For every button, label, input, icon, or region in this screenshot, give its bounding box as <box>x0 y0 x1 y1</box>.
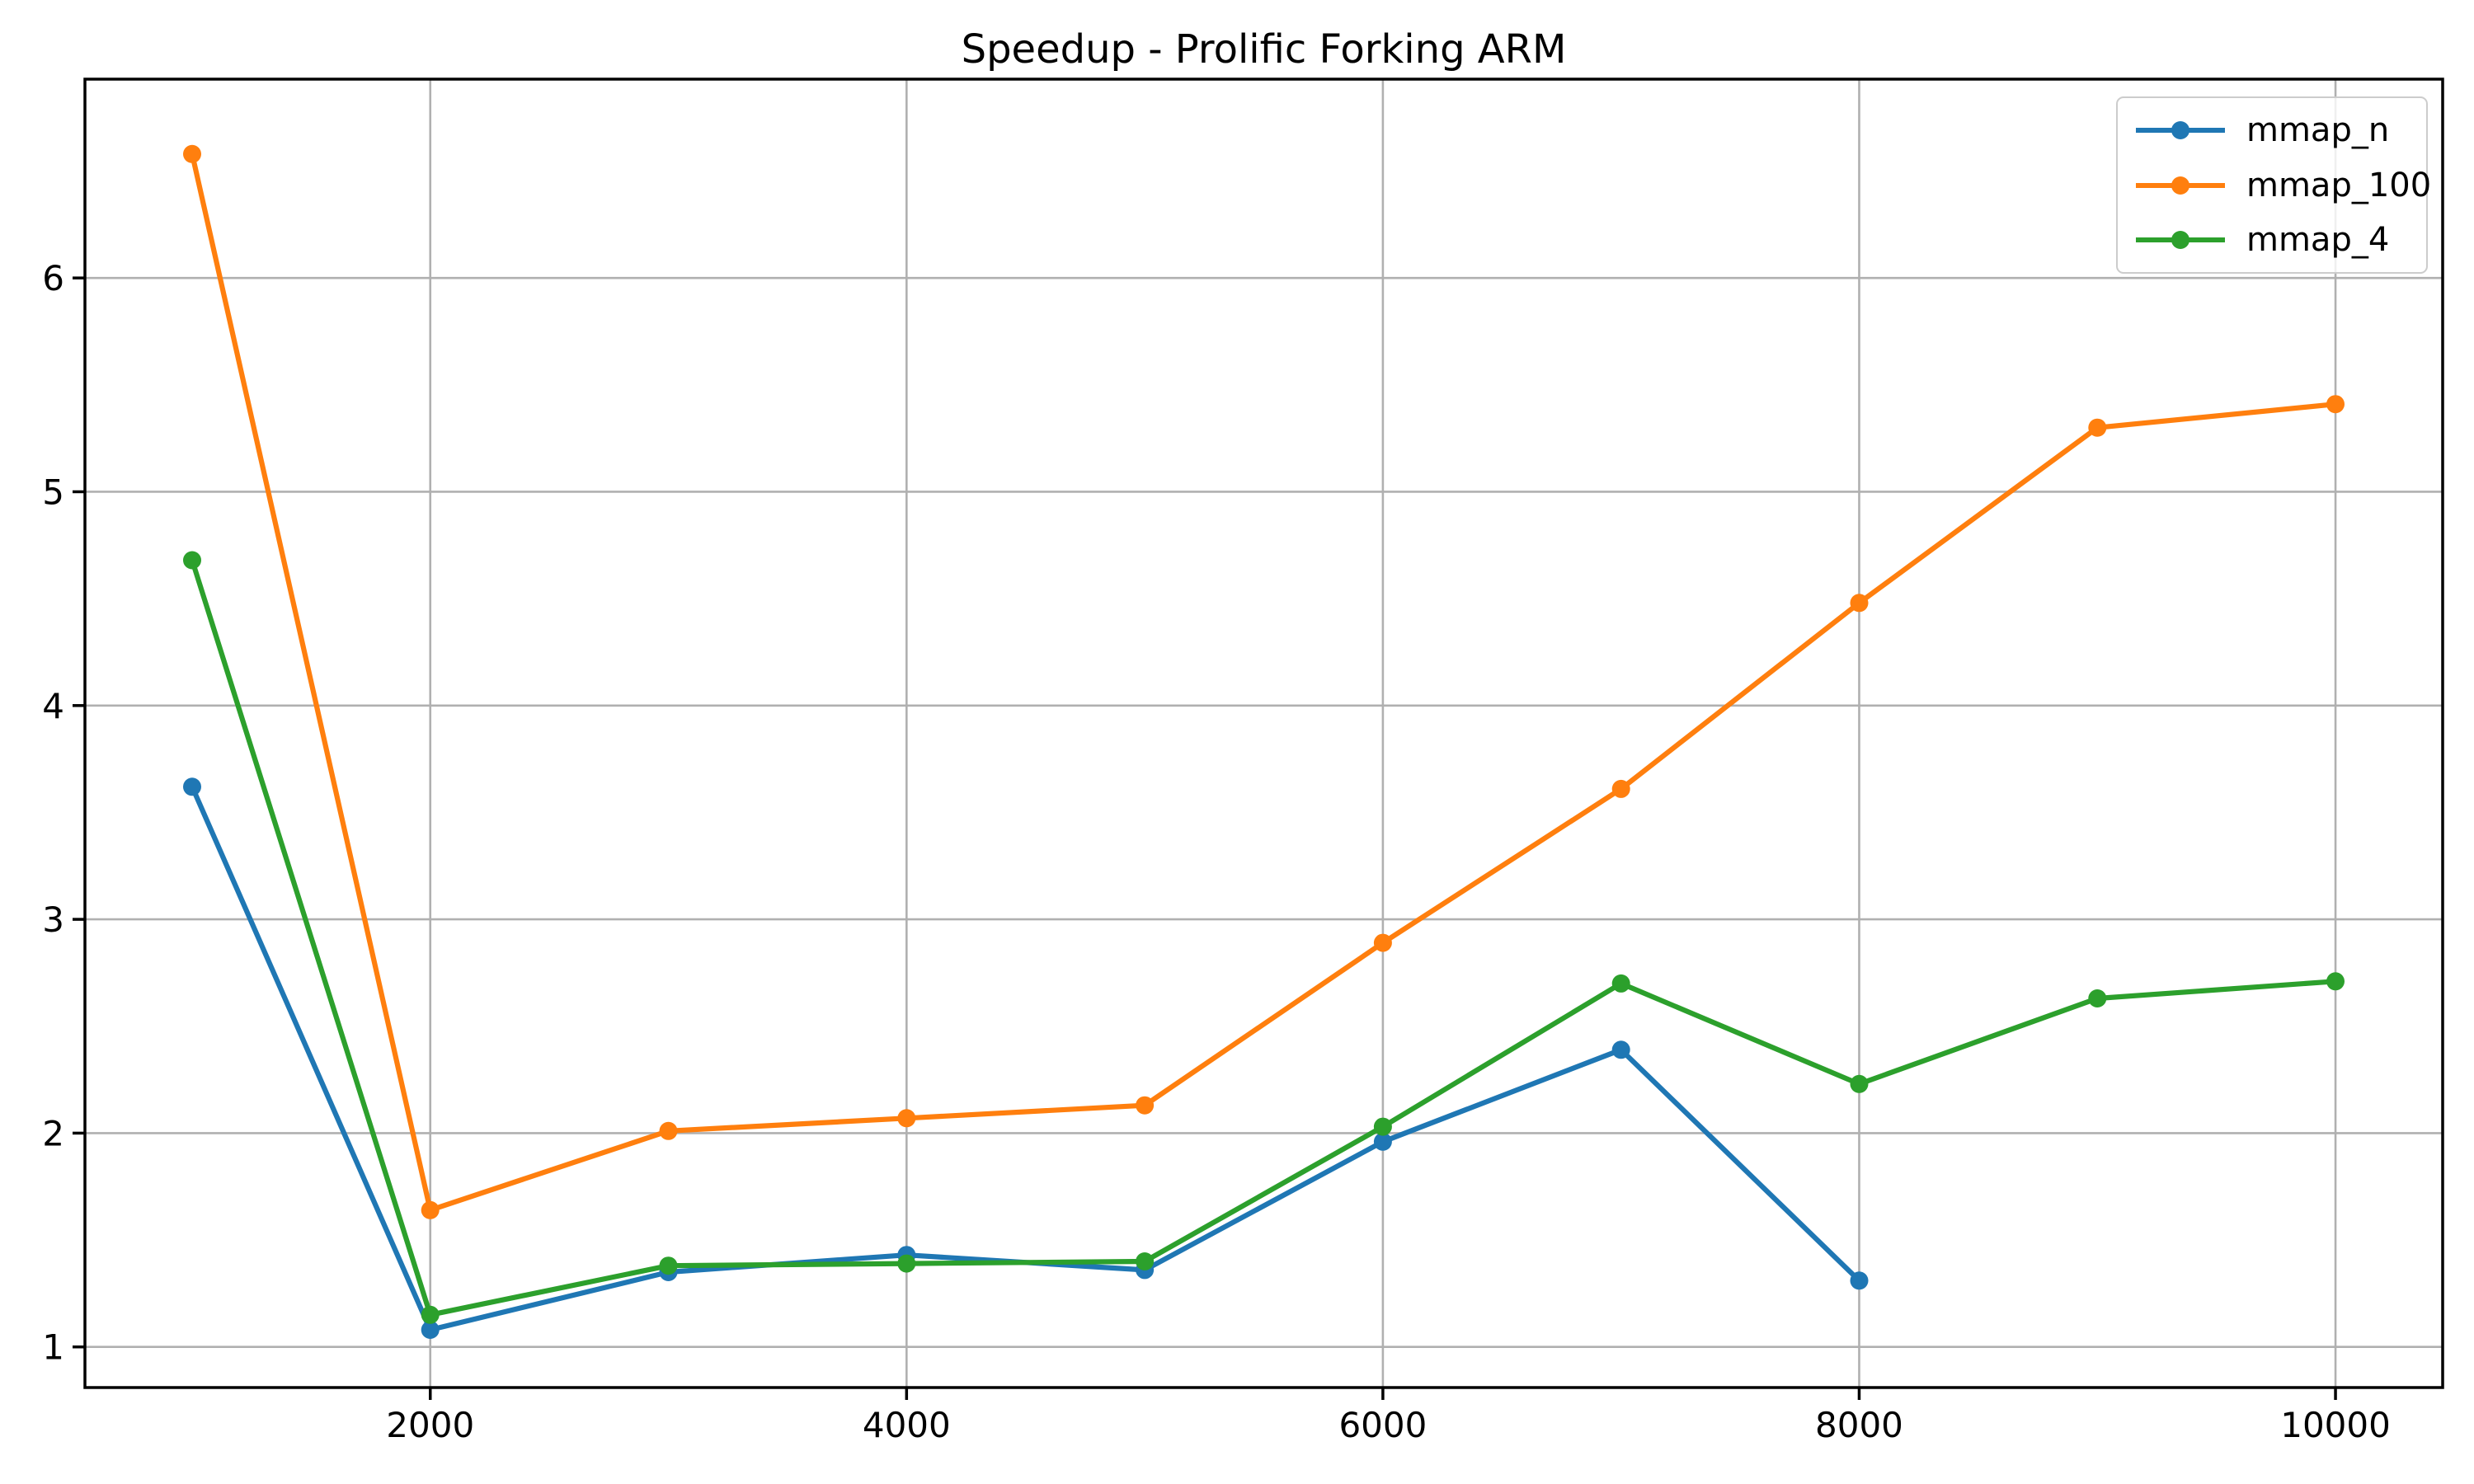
legend-label-mmap_4: mmap_4 <box>2246 221 2390 259</box>
y-tick-label: 1 <box>42 1327 64 1368</box>
chart-title: Speedup - Prolific Forking ARM <box>961 26 1567 73</box>
data-point-mmap_4 <box>2088 989 2107 1007</box>
data-point-mmap_n <box>421 1321 440 1339</box>
legend-marker-mmap_n <box>2136 120 2225 140</box>
legend-dot-icon <box>2171 176 2189 195</box>
y-tick-label: 3 <box>42 899 64 940</box>
data-point-mmap_100 <box>2326 395 2345 414</box>
data-point-mmap_4 <box>421 1305 440 1324</box>
data-point-mmap_n <box>1373 1132 1392 1151</box>
y-tick-label: 5 <box>42 472 64 512</box>
legend-dot-icon <box>2171 121 2189 139</box>
plot-area-frame <box>83 77 2444 1389</box>
data-point-mmap_n <box>1611 1040 1630 1059</box>
data-point-mmap_4 <box>897 1254 916 1273</box>
series-line-mmap_n <box>189 784 1862 1333</box>
data-point-mmap_100 <box>421 1200 440 1219</box>
legend-dot-icon <box>2171 231 2189 249</box>
legend-item-mmap_100: mmap_100 <box>2136 167 2431 204</box>
y-tick-label: 2 <box>42 1113 64 1153</box>
data-point-mmap_100 <box>659 1121 678 1140</box>
x-tick-label: 10000 <box>2280 1405 2391 1445</box>
legend: mmap_n mmap_100 mmap_4 <box>2116 96 2431 274</box>
data-point-mmap_100 <box>897 1109 916 1128</box>
data-point-mmap_4 <box>1373 1117 1392 1136</box>
x-tick-label: 6000 <box>1338 1405 1427 1445</box>
x-tick-label: 4000 <box>863 1405 951 1445</box>
legend-label-mmap_n: mmap_n <box>2246 111 2390 149</box>
data-point-mmap_4 <box>1611 974 1630 993</box>
y-tick-label: 6 <box>42 258 64 298</box>
y-tick-label: 4 <box>42 686 64 726</box>
data-point-mmap_4 <box>183 551 201 570</box>
legend-item-mmap_4: mmap_4 <box>2136 221 2411 259</box>
series-group <box>183 144 2345 1339</box>
data-point-mmap_100 <box>2088 418 2107 437</box>
data-point-mmap_4 <box>1850 1074 1869 1093</box>
legend-marker-mmap_4 <box>2136 230 2225 250</box>
data-point-mmap_n <box>183 777 201 796</box>
data-point-mmap_100 <box>1611 779 1630 798</box>
series-line-mmap_100 <box>189 151 2339 1213</box>
legend-label-mmap_100: mmap_100 <box>2246 166 2432 204</box>
series-line-mmap_4 <box>189 557 2339 1317</box>
data-point-mmap_100 <box>1373 933 1392 952</box>
legend-item-mmap_n: mmap_n <box>2136 111 2411 149</box>
x-tick-label: 8000 <box>1815 1405 1903 1445</box>
data-point-mmap_4 <box>1136 1252 1155 1270</box>
ticks: 2000 4000 6000 8000 10000 1 2 3 4 5 6 <box>42 258 2391 1445</box>
gridlines <box>85 79 2443 1388</box>
data-point-mmap_100 <box>1850 594 1869 613</box>
data-point-mmap_100 <box>183 144 201 163</box>
data-point-mmap_4 <box>2326 972 2345 991</box>
data-point-mmap_4 <box>659 1256 678 1275</box>
data-point-mmap_n <box>1850 1271 1869 1290</box>
legend-marker-mmap_100 <box>2136 176 2225 195</box>
x-tick-label: 2000 <box>386 1405 474 1445</box>
data-point-mmap_100 <box>1136 1096 1155 1115</box>
